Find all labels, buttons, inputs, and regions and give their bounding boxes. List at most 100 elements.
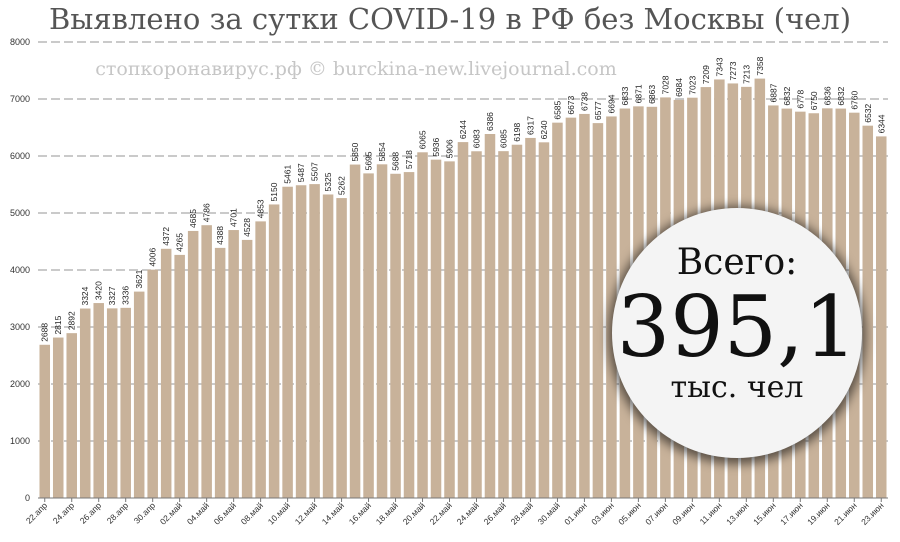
data-label: 6198: [512, 123, 522, 142]
data-label: 5850: [350, 142, 360, 161]
data-label: 4853: [256, 199, 266, 218]
data-label: 4786: [202, 203, 212, 222]
bar: [66, 333, 77, 498]
data-label: 6386: [485, 112, 495, 131]
bar: [52, 337, 64, 498]
data-label: 6760: [849, 90, 859, 109]
x-tick-label: 01.июн: [562, 500, 589, 527]
x-tick-label: 21.июн: [832, 500, 859, 527]
data-label: 5487: [296, 163, 306, 182]
data-label: 6673: [566, 95, 576, 114]
bar: [444, 161, 455, 498]
bar: [525, 137, 536, 498]
x-tick-label: 17.июн: [778, 500, 805, 527]
x-tick-label: 30.апр: [132, 500, 158, 526]
data-label: 2892: [67, 311, 77, 330]
x-tick-label: 22.май: [428, 500, 454, 526]
data-label: 6694: [606, 94, 616, 113]
y-tick-label: 4000: [10, 265, 30, 275]
x-tick-label: 18.май: [374, 500, 400, 526]
data-label: 6863: [647, 85, 657, 104]
watermark-text: стопкоронавирус.рф © burckina-new.livejo…: [95, 58, 616, 80]
data-label: 6532: [863, 103, 873, 122]
bar: [403, 172, 415, 498]
data-label: 6836: [822, 86, 832, 105]
data-label: 5461: [283, 165, 293, 184]
data-label: 5695: [364, 151, 374, 170]
data-label: 3621: [134, 269, 144, 288]
bar: [174, 254, 185, 498]
data-label: 3327: [107, 286, 117, 305]
data-label: 5906: [445, 139, 455, 158]
chart-title: Выявлено за сутки COVID-19 в РФ без Моск…: [48, 2, 852, 36]
data-label: 7028: [660, 75, 670, 94]
bar: [538, 142, 550, 498]
total-value: 395,1: [616, 278, 858, 376]
data-label: 6317: [525, 116, 535, 135]
data-label: 6240: [539, 120, 549, 139]
bar: [282, 186, 293, 498]
x-tick-label: 14.май: [320, 500, 346, 526]
data-label: 6887: [768, 83, 778, 102]
y-tick-label: 2000: [10, 379, 30, 389]
data-label: 6085: [498, 129, 508, 148]
data-label: 7209: [701, 65, 711, 84]
bar: [255, 221, 266, 498]
data-label: 6778: [795, 89, 805, 108]
bar: [133, 291, 145, 498]
bar: [875, 136, 887, 498]
data-label: 6832: [836, 86, 846, 105]
total-label: Всего:: [676, 242, 798, 283]
bar: [862, 125, 874, 499]
data-label: 4685: [188, 209, 198, 228]
data-label: 2688: [40, 323, 50, 342]
data-label: 6832: [782, 86, 792, 105]
bar: [349, 164, 361, 499]
data-label: 6083: [471, 129, 481, 148]
y-tick-label: 1000: [10, 436, 30, 446]
bar: [147, 269, 158, 498]
x-tick-label: 24.май: [455, 500, 481, 526]
data-label: 4388: [215, 226, 225, 245]
bar: [187, 230, 199, 498]
x-tick-label: 24.апр: [51, 500, 77, 526]
data-label: 5936: [431, 137, 441, 156]
x-tick-label: 26.апр: [78, 500, 104, 526]
data-label: 6244: [458, 120, 468, 139]
bar: [430, 159, 442, 498]
bar: [363, 173, 374, 498]
data-label: 6750: [809, 91, 819, 110]
bar: [417, 152, 428, 499]
bar: [390, 173, 401, 498]
x-tick-label: 08.май: [239, 500, 265, 526]
data-label: 5150: [269, 182, 279, 201]
x-tick-label: 26.май: [482, 500, 508, 526]
y-tick-label: 0: [25, 493, 30, 503]
x-tick-label: 07.июн: [643, 500, 670, 527]
data-label: 4701: [229, 208, 239, 227]
bar: [484, 133, 496, 499]
data-label: 3420: [94, 281, 104, 300]
x-tick-label: 02.май: [158, 500, 184, 526]
bar: [565, 117, 577, 498]
bar: [79, 308, 91, 498]
bar: [579, 113, 590, 499]
x-tick-label: 23.июн: [859, 500, 886, 527]
y-tick-label: 5000: [10, 208, 30, 218]
x-tick-label: 15.июн: [751, 500, 778, 527]
data-label: 2815: [53, 315, 63, 334]
bar: [552, 122, 563, 498]
total-unit: тыс. чел: [670, 370, 804, 405]
bar: [295, 185, 307, 498]
x-tick-label: 22.апр: [24, 500, 50, 526]
x-tick-label: 06.май: [212, 500, 238, 526]
x-tick-label: 05.июн: [616, 500, 643, 527]
bar: [498, 151, 509, 498]
x-tick-label: 19.июн: [805, 500, 832, 527]
bar: [228, 230, 239, 498]
data-label: 6577: [593, 101, 603, 120]
bar: [511, 144, 523, 499]
y-tick-label: 7000: [10, 94, 30, 104]
bar: [376, 164, 388, 498]
bar: [120, 307, 131, 498]
